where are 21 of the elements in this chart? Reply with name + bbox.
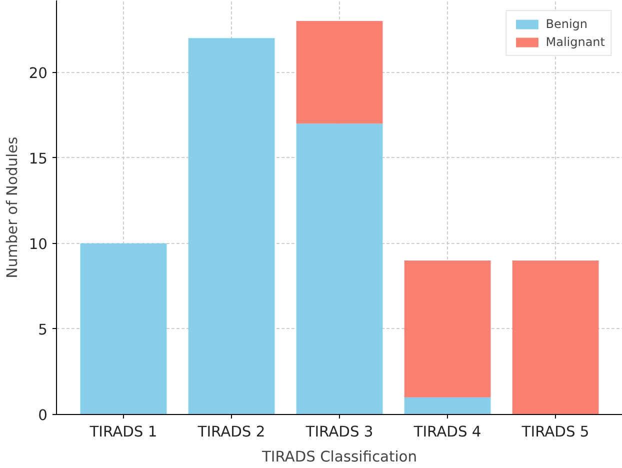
x-tick-label: TIRADS 1: [88, 424, 158, 440]
legend-label: Malignant: [546, 35, 605, 49]
y-tick-label: 10: [28, 236, 48, 253]
x-tick-label: TIRADS 5: [520, 424, 590, 440]
y-tick-label: 15: [28, 150, 48, 168]
bar: [296, 21, 383, 124]
x-tick-label: TIRADS 4: [412, 424, 482, 440]
x-tick-label: TIRADS 2: [196, 424, 266, 440]
bar: [404, 397, 491, 414]
y-tick-label: 0: [38, 407, 48, 424]
legend-label: Benign: [546, 17, 588, 31]
bar: [80, 243, 167, 414]
bar: [512, 260, 599, 414]
bar: [296, 124, 383, 414]
y-axis-title: Number of Nodules: [4, 136, 21, 278]
bar: [404, 260, 491, 398]
x-tick-label: TIRADS 3: [304, 424, 374, 440]
y-tick-label: 20: [28, 64, 48, 82]
x-axis-title: TIRADS Classification: [260, 448, 418, 466]
y-tick-label: 5: [38, 321, 48, 338]
bar: [188, 38, 275, 414]
